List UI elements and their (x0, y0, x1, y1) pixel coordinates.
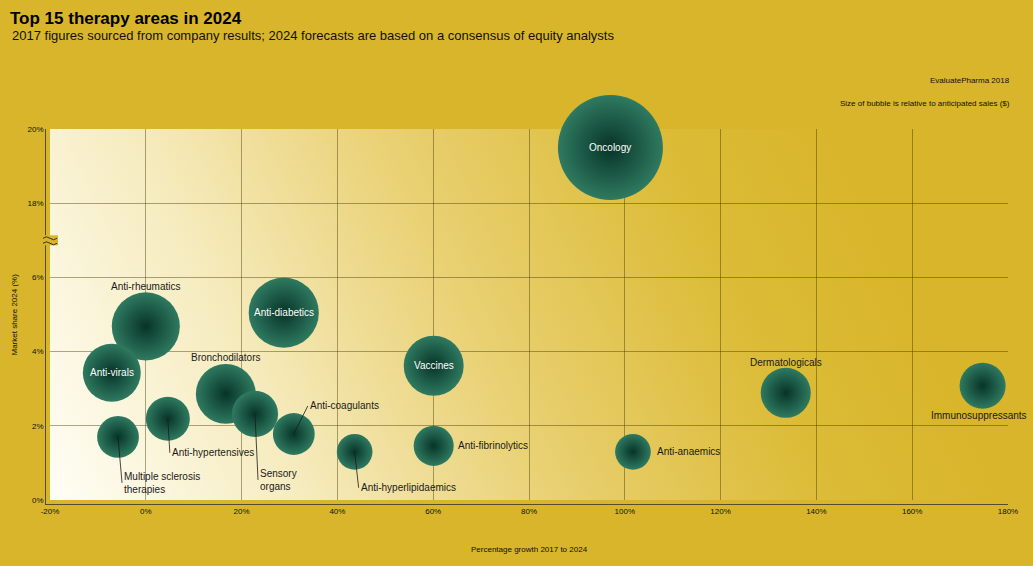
svg-text:0%: 0% (32, 496, 44, 505)
svg-text:0%: 0% (140, 507, 152, 516)
svg-text:Oncology: Oncology (589, 142, 631, 153)
svg-text:Top 15 therapy areas in 2024: Top 15 therapy areas in 2024 (10, 9, 242, 28)
svg-text:120%: 120% (710, 507, 730, 516)
svg-text:Market share 2024 (%): Market share 2024 (%) (10, 274, 19, 356)
svg-text:Anti-coagulants: Anti-coagulants (310, 400, 379, 411)
svg-text:18%: 18% (28, 199, 44, 208)
svg-text:80%: 80% (521, 507, 537, 516)
svg-text:Anti-anaemics: Anti-anaemics (657, 446, 720, 457)
svg-text:Anti-rheumatics: Anti-rheumatics (111, 281, 180, 292)
svg-text:Anti-hyperlipidaemics: Anti-hyperlipidaemics (361, 482, 456, 493)
svg-text:Anti-virals: Anti-virals (90, 367, 134, 378)
svg-text:20%: 20% (28, 125, 44, 134)
svg-text:140%: 140% (806, 507, 826, 516)
svg-text:4%: 4% (32, 347, 44, 356)
svg-text:40%: 40% (329, 507, 345, 516)
svg-text:160%: 160% (902, 507, 922, 516)
svg-text:Anti-diabetics: Anti-diabetics (254, 307, 314, 318)
svg-text:Size of bubble is relative to: Size of bubble is relative to anticipate… (840, 99, 1010, 108)
svg-text:Anti-hypertensives: Anti-hypertensives (172, 447, 254, 458)
svg-text:20%: 20% (234, 507, 250, 516)
svg-text:Bronchodilators: Bronchodilators (191, 352, 260, 363)
svg-text:2017 figures sourced from comp: 2017 figures sourced from company result… (12, 28, 614, 43)
svg-text:Percentage growth 2017 to 2024: Percentage growth 2017 to 2024 (471, 545, 588, 554)
svg-text:60%: 60% (425, 507, 441, 516)
svg-text:100%: 100% (615, 507, 635, 516)
svg-text:Sensoryorgans: Sensoryorgans (260, 468, 297, 492)
svg-text:Multiple sclerosistherapies: Multiple sclerosistherapies (124, 471, 200, 495)
svg-text:2%: 2% (32, 422, 44, 431)
svg-text:-20%: -20% (41, 507, 60, 516)
svg-text:Anti-fibrinolytics: Anti-fibrinolytics (458, 440, 528, 451)
svg-text:Vaccines: Vaccines (414, 360, 454, 371)
svg-text:180%: 180% (998, 507, 1018, 516)
svg-text:6%: 6% (32, 273, 44, 282)
svg-text:Dermatologicals: Dermatologicals (750, 357, 822, 368)
svg-text:EvaluatePharma 2018: EvaluatePharma 2018 (930, 76, 1010, 85)
svg-text:Immunosuppressants: Immunosuppressants (931, 410, 1027, 421)
